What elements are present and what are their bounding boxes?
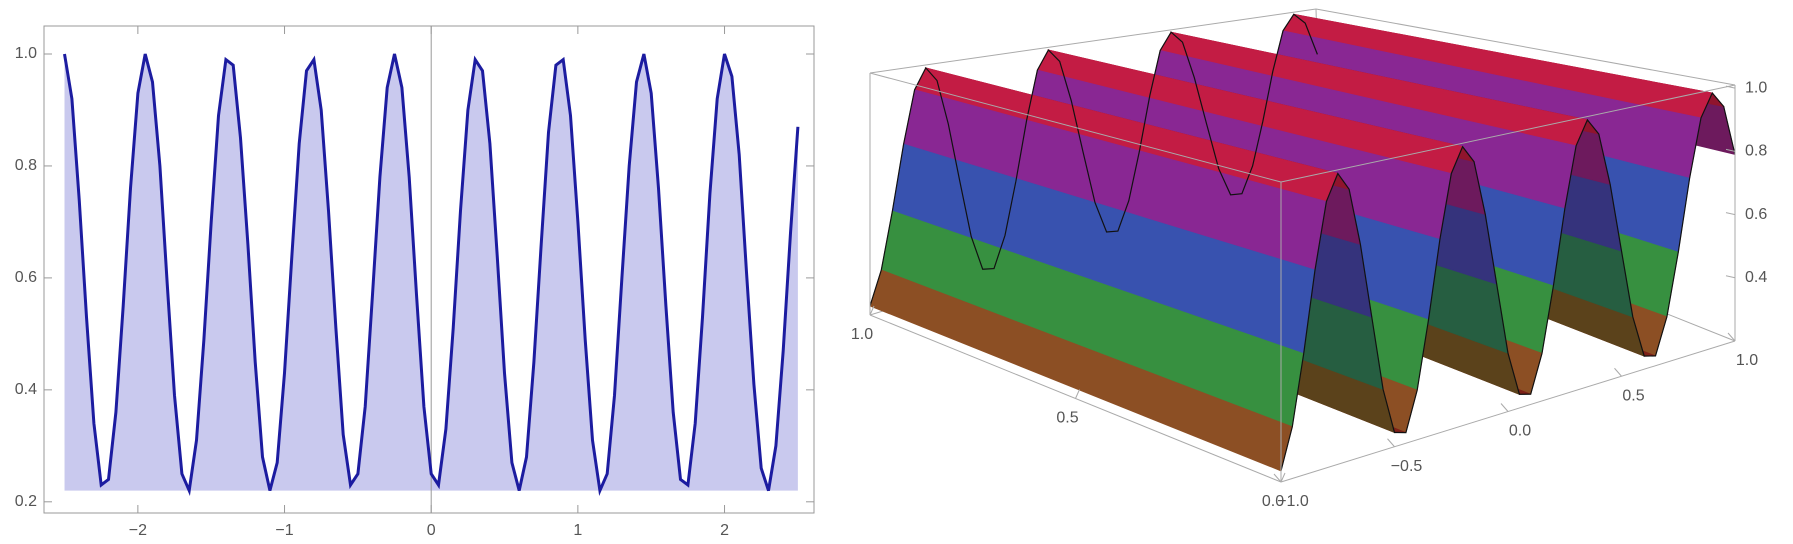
- surface-edge: [869, 13, 1318, 307]
- y-tick-label: −0.5: [1391, 458, 1423, 475]
- y-tick-label: 0.0: [1509, 423, 1531, 440]
- z-tick: [1725, 148, 1736, 152]
- y-tick-label: 1.0: [15, 45, 37, 62]
- z-tick-label: 0.8: [1745, 143, 1767, 160]
- area-fill: [64, 54, 798, 491]
- z-tick-label: 0.4: [1745, 269, 1767, 286]
- z-tick: [1725, 85, 1736, 89]
- frame: [43, 25, 815, 514]
- x-tick: [1075, 389, 1080, 399]
- x-tick: [869, 305, 875, 316]
- x-tick-label: −2: [129, 522, 147, 539]
- x-tick-label: 2: [720, 522, 729, 539]
- x-tick-label: 1: [573, 522, 582, 539]
- y-tick-label: 0.4: [15, 381, 37, 398]
- x-tick: [1280, 472, 1286, 483]
- x-tick-label: 1.0: [851, 326, 873, 343]
- z-tick-label: 1.0: [1745, 79, 1767, 96]
- x-tick-label: 0: [427, 522, 436, 539]
- surface-edge: [1280, 91, 1736, 472]
- y-tick-label: 0.8: [15, 157, 37, 174]
- x-tick-label: −1: [275, 522, 293, 539]
- z-tick-label: 0.6: [1745, 206, 1767, 223]
- y-tick: [1727, 332, 1736, 342]
- y-tick-label: 0.2: [15, 493, 37, 510]
- box-edge: [869, 72, 1282, 183]
- x-tick-label: 0.5: [1056, 410, 1078, 427]
- y-tick: [1500, 403, 1509, 412]
- curve: [63, 53, 800, 497]
- box-edge: [869, 8, 1317, 74]
- z-tick: [1725, 275, 1736, 279]
- y-tick-label: 0.6: [15, 269, 37, 286]
- y-tick: [1387, 438, 1395, 448]
- y-tick-label: 1.0: [1736, 352, 1758, 369]
- box-edge: [1315, 8, 1736, 86]
- x-tick-label: 0.0: [1262, 493, 1284, 510]
- y-tick-label: −1.0: [1277, 493, 1309, 510]
- y-tick: [1273, 473, 1282, 483]
- y-tick-label: 0.5: [1622, 387, 1644, 404]
- z-tick: [1725, 212, 1736, 216]
- y-tick: [1614, 367, 1622, 377]
- box-edge: [1280, 84, 1736, 183]
